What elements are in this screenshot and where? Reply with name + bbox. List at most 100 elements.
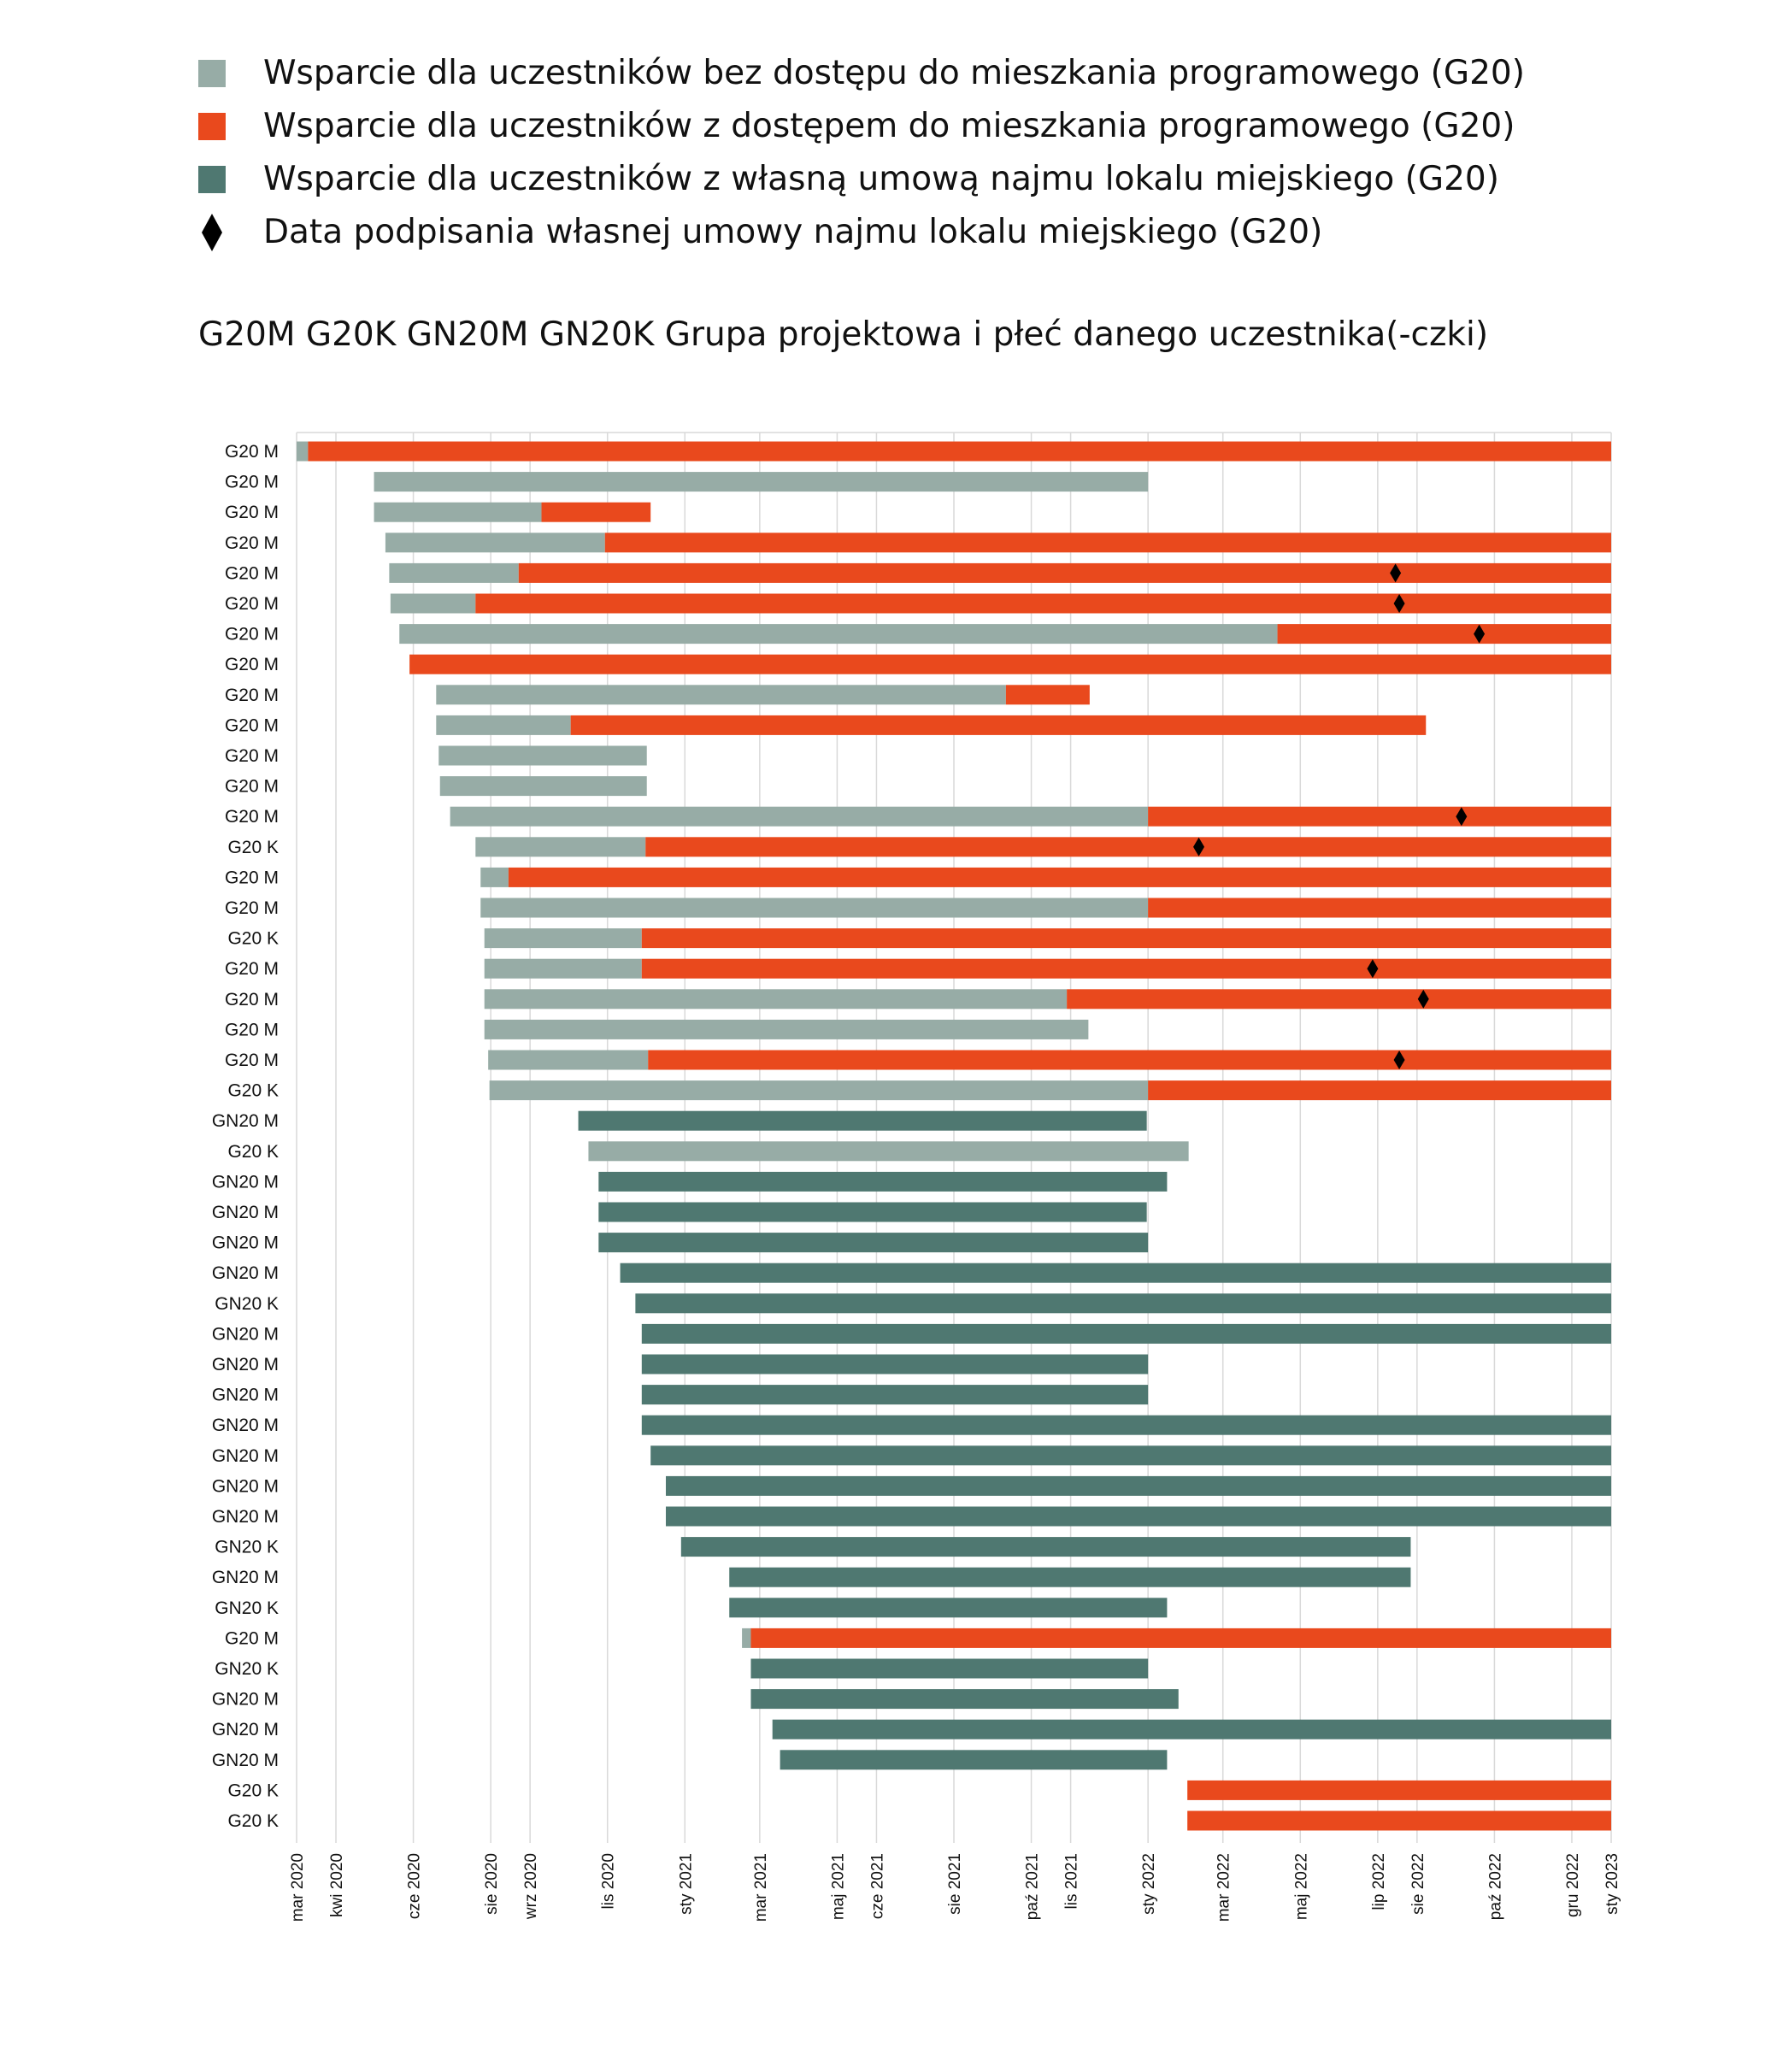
category-label: G20 K [227,838,279,857]
x-tick-label: sty 2022 [1140,1853,1158,1915]
category-label: G20 M [225,990,279,1010]
bar-segment-housing [648,1050,1612,1070]
lease-signed-marker [1193,837,1205,856]
bar-segment-no-housing [484,1019,1089,1039]
diamond-icon [202,214,222,251]
bar-segment-no-housing [389,562,519,583]
bar-segment-no-housing [436,715,571,735]
bar-segment-no-housing [484,928,642,949]
bar-segment-own-lease [772,1719,1611,1739]
x-tick-label: cze 2021 [868,1853,886,1919]
category-label: GN20 M [212,1720,279,1739]
bar-segment-housing [641,928,1611,949]
legend-label-own-lease: Wsparcie dla uczestników z własną umową … [263,160,1499,198]
category-label: G20 M [225,1628,279,1648]
bar-segment-no-housing [297,441,309,462]
x-tick-label: cze 2020 [406,1853,424,1919]
category-label: G20 M [225,686,279,705]
bar-segment-own-lease [666,1475,1611,1496]
bar-segment-no-housing [480,867,509,887]
x-tick-label: lis 2020 [600,1853,618,1910]
bar-segment-housing [570,715,1427,735]
bar-segment-housing [750,1628,1611,1648]
bar-segment-own-lease [729,1598,1168,1618]
legend-swatch-own-lease [198,166,226,193]
legend-swatch-no-housing [198,60,226,87]
x-tick-label: wrz 2020 [522,1853,540,1920]
category-label: GN20 M [212,1446,279,1466]
category-label: GN20 M [212,1751,279,1770]
lease-signed-marker [1390,563,1402,583]
category-label: GN20 M [212,1416,279,1435]
bar-segment-no-housing [484,989,1068,1010]
bar-segment-own-lease [635,1293,1611,1314]
bar-segment-no-housing [385,533,605,553]
category-label: G20 K [227,929,279,949]
category-label: GN20 M [212,1203,279,1222]
category-label: G20 K [227,1781,279,1800]
category-labels: G20 M G20 M G20 M G20 M G20 M G20 M G20 M G20 M… [212,442,279,1831]
category-label: G20 K [227,1142,279,1162]
bar-segment-own-lease [641,1415,1611,1435]
bar-segment-housing [641,958,1611,979]
bar-segment-housing [475,593,1611,614]
x-tick-label: mar 2022 [1215,1853,1233,1922]
category-label: GN20 K [215,1294,279,1314]
bar-segment-no-housing [450,806,1149,827]
category-label: G20 M [225,655,279,674]
x-tick-label: maj 2021 [829,1853,847,1920]
legend-label-no-housing: Wsparcie dla uczestników bez dostępu do … [263,54,1525,92]
bar-segment-own-lease [578,1110,1147,1131]
bar-segment-no-housing [436,685,1006,705]
bar-segment-no-housing [390,593,476,614]
bar-segment-housing [308,441,1612,462]
category-label: G20 K [227,1081,279,1101]
x-tick-label: paź 2021 [1024,1853,1042,1920]
bar-segment-housing [1005,685,1090,705]
category-label: GN20 K [215,1598,279,1618]
category-label: GN20 M [212,1355,279,1374]
lease-signed-marker [1456,807,1468,827]
legend-label-housing: Wsparcie dla uczestników z dostępem do m… [263,107,1515,145]
bar-segment-own-lease [750,1658,1149,1679]
bar-segment-no-housing [488,1050,649,1070]
x-tick-label: maj 2022 [1292,1853,1310,1920]
x-tick-label: sty 2023 [1603,1853,1621,1915]
bar-segment-housing [645,837,1611,857]
bar-segment-own-lease [666,1506,1611,1527]
bar-segment-no-housing [742,1628,751,1648]
category-label: G20 K [227,1811,279,1831]
x-tick-label: sty 2021 [677,1853,695,1915]
bar-segment-own-lease [750,1689,1179,1710]
x-tick-label: lis 2021 [1063,1853,1081,1910]
bar-segment-own-lease [641,1354,1149,1374]
category-label: G20 M [225,1051,279,1070]
category-label: GN20 K [215,1659,279,1679]
bar-segment-no-housing [399,624,1278,645]
bar-segment-own-lease [598,1202,1147,1222]
category-label: GN20 M [212,1476,279,1496]
bar-segment-own-lease [598,1233,1149,1253]
bar-segment-housing [1148,1080,1611,1101]
category-label: GN20 M [212,1386,279,1405]
lease-markers [1193,563,1486,1069]
category-label: GN20 M [212,1324,279,1344]
bar-segment-own-lease [680,1537,1411,1557]
lease-signed-marker [1393,594,1405,613]
bar-segment-own-lease [650,1445,1611,1466]
bar-segment-own-lease [780,1750,1168,1770]
bar-segment-housing [1277,624,1611,645]
legend-label-lease-signed: Data podpisania własnej umowy najmu loka… [263,213,1323,251]
bar-segment-no-housing [588,1141,1189,1162]
bar-segment-housing [518,562,1611,583]
bar-segment-housing [1148,806,1611,827]
x-tick-label: sie 2021 [946,1853,964,1915]
lease-signed-marker [1474,624,1486,644]
category-label: G20 M [225,868,279,887]
bar-segment-no-housing [480,898,1149,918]
group-title: G20M G20K GN20M GN20K Grupa projektowa i… [198,315,1489,354]
bar-segment-no-housing [489,1080,1149,1101]
category-label: GN20 K [215,1538,279,1557]
category-label: GN20 M [212,1111,279,1131]
